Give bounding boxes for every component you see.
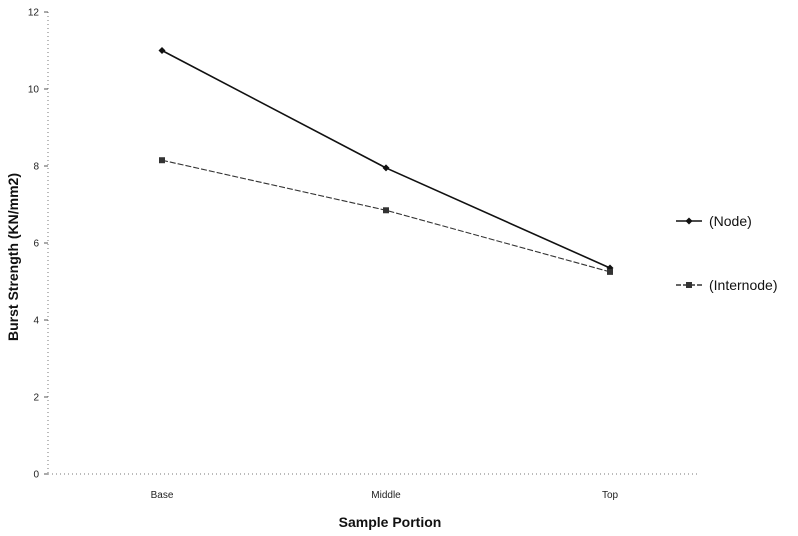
y-tick-label: 10 — [28, 85, 40, 96]
data-point — [158, 47, 166, 54]
y-tick-label: 12 — [28, 8, 40, 19]
series-line — [161, 49, 611, 269]
series-line — [161, 159, 611, 273]
x-tick-label: Top — [602, 490, 619, 501]
data-point — [383, 207, 389, 214]
x-tick-label: Middle — [371, 490, 401, 501]
data-point — [607, 268, 613, 275]
legend-item: (Node) — [676, 213, 752, 229]
x-tick-label: Base — [151, 490, 174, 501]
y-tick-label: 8 — [33, 162, 39, 173]
legend: (Node) (Internode) — [676, 213, 777, 293]
legend-marker — [686, 282, 692, 288]
y-tick-label: 0 — [33, 470, 39, 481]
legend-label: (Internode) — [709, 277, 777, 293]
series-layer — [158, 47, 614, 275]
x-ticks: Base Middle Top — [151, 490, 619, 501]
y-axis-title: Burst Strength (KN/mm2) — [5, 173, 21, 341]
y-tick-label: 4 — [33, 316, 39, 327]
y-tick-label: 2 — [33, 393, 39, 404]
legend-marker — [685, 217, 693, 225]
data-point — [382, 164, 390, 172]
series-node — [158, 47, 614, 272]
legend-label: (Node) — [709, 213, 752, 229]
x-axis-title: Sample Portion — [339, 514, 442, 530]
series-internode — [159, 157, 613, 275]
y-tick-label: 6 — [33, 239, 39, 250]
data-point — [159, 157, 165, 164]
legend-item: (Internode) — [676, 277, 777, 293]
y-ticks: 0 2 4 6 8 10 12 — [28, 8, 48, 481]
